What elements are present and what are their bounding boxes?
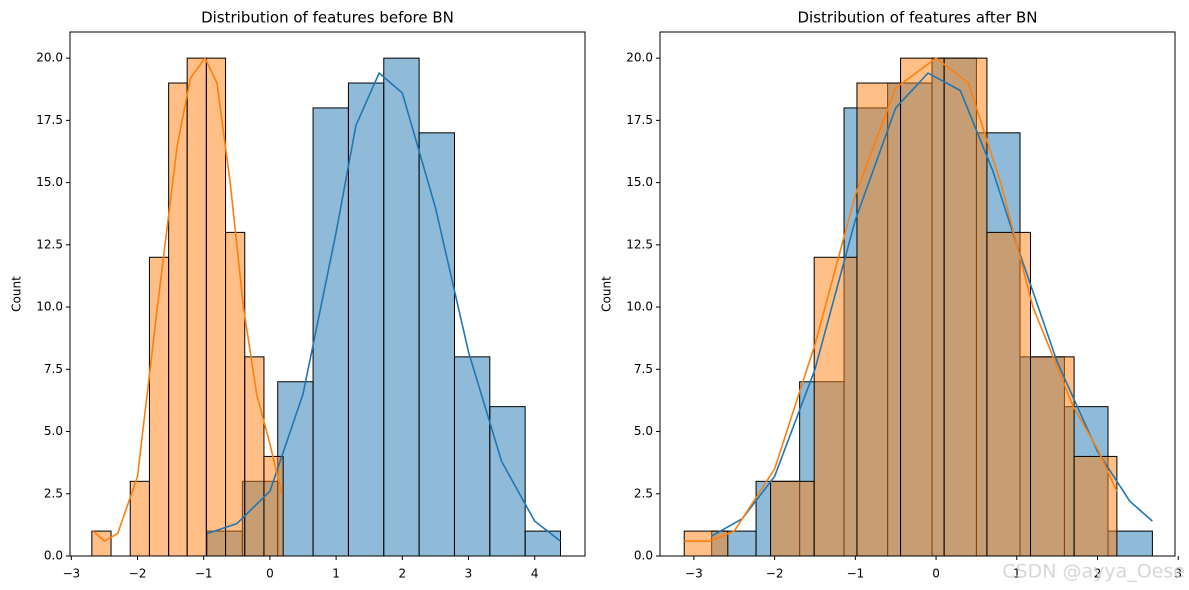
histogram-bar [263,455,284,557]
y-tick-label: 17.5 [36,113,63,127]
y-tick-label: 10.0 [36,300,63,314]
x-tick-label: −3 [685,567,703,581]
y-tick-label: 5.0 [634,424,653,438]
y-tick-label: 20.0 [626,51,653,65]
x-tick-label: 1 [332,567,340,581]
y-tick-label: 2.5 [44,486,63,500]
histogram-bar [900,57,945,557]
y-axis-label: Count [600,276,614,312]
histogram-bar [148,256,170,557]
x-tick-label: 4 [531,567,539,581]
x-tick-label: 1 [1013,567,1021,581]
x-tick-label: −1 [195,567,213,581]
y-tick-label: 0.0 [44,549,63,563]
chart-title: Distribution of features after BN [797,9,1037,27]
histogram-bar [943,57,988,557]
histogram-bar [453,356,491,557]
y-tick-label: 7.5 [44,362,63,376]
histogram-bar [91,530,112,557]
x-tick-label: 0 [932,567,940,581]
y-tick-label: 15.0 [626,175,653,189]
axes-frame [659,31,1176,557]
histogram-bar [489,406,526,557]
histogram-bar [418,132,455,557]
histogram-bar [168,82,188,557]
histogram-bar [524,530,562,557]
histogram-bar [312,107,349,557]
histogram-bar [205,57,227,557]
histogram-bar [813,256,858,557]
histogram-bar [683,530,729,557]
histogram-bar [986,231,1032,557]
histogram-bar [244,356,265,557]
y-axis-label: Count [10,276,24,312]
y-tick-label: 7.5 [634,362,653,376]
kde-line [206,71,561,542]
y-tick-label: 12.5 [626,237,653,251]
y-tick-label: 0.0 [634,549,653,563]
y-tick-label: 10.0 [626,300,653,314]
x-tick-label: −2 [129,567,147,581]
watermark: CSDN @ayya_Oese [1002,561,1185,583]
histogram-bar [186,57,207,557]
y-tick-label: 5.0 [44,424,63,438]
x-tick-label: 3 [1174,567,1182,581]
x-tick-label: −2 [766,567,784,581]
histogram-bar [1073,455,1118,557]
x-tick-label: 3 [465,567,473,581]
y-tick-label: 2.5 [634,486,653,500]
x-tick-label: −1 [846,567,864,581]
histogram-bar [347,82,385,557]
histogram-bar [770,480,815,557]
kde-line [684,57,1118,542]
histogram-bar [129,480,150,557]
axes-frame [69,31,586,557]
histogram-bar [225,231,246,557]
x-tick-label: −3 [62,567,80,581]
y-tick-label: 17.5 [626,113,653,127]
y-tick-label: 20.0 [36,51,63,65]
y-tick-label: 15.0 [36,175,63,189]
chart-title: Distribution of features before BN [201,9,454,27]
x-tick-label: 2 [398,567,406,581]
y-tick-label: 12.5 [36,237,63,251]
kde-line [92,56,283,543]
x-tick-label: 2 [1094,567,1102,581]
x-tick-label: 0 [266,567,274,581]
